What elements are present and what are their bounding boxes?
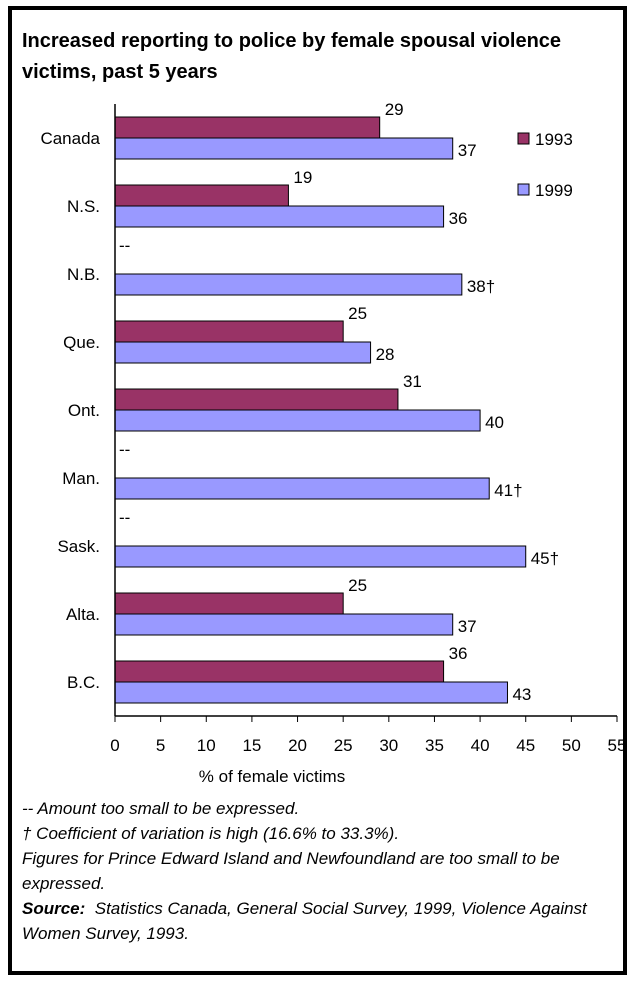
legend-swatch-1993 bbox=[517, 132, 530, 145]
data-label-1993-que: 25 bbox=[348, 304, 367, 323]
bar-chart: 29371936--38†25283140--41†--45†25373643 … bbox=[40, 100, 626, 786]
data-label-1999-canada: 37 bbox=[458, 141, 477, 160]
bar-1999-alta bbox=[114, 613, 454, 636]
data-label-1993-man: -- bbox=[119, 440, 130, 459]
data-labels-layer: 29 37 19 36 -- 38† 25 28 31 40 -- 41† -- 45† 25 37 36 43 bbox=[119, 100, 559, 704]
bar-1999-b-c bbox=[114, 681, 508, 704]
x-tick-label-0: 0 bbox=[110, 736, 119, 755]
axes-layer bbox=[114, 104, 617, 717]
category-labels-layer: Canada N.S. N.B. Que. Ont. Man. Sask. Alta. B.C. bbox=[40, 129, 100, 692]
bar-1993-b-c bbox=[114, 660, 445, 683]
legend-swatch-1999 bbox=[517, 183, 530, 196]
data-label-1993-n-s: 19 bbox=[293, 168, 312, 187]
x-tick-label-35: 35 bbox=[425, 736, 444, 755]
data-label-1999-sask: 45† bbox=[531, 549, 559, 568]
source-label: Source: bbox=[22, 899, 86, 918]
data-label-1993-alta: 25 bbox=[348, 576, 367, 595]
x-tick-label-25: 25 bbox=[334, 736, 353, 755]
x-tick-label-30: 30 bbox=[379, 736, 398, 755]
x-tick-label-50: 50 bbox=[562, 736, 581, 755]
note-pei-nfld: Figures for Prince Edward Island and New… bbox=[22, 849, 560, 893]
category-label-ont: Ont. bbox=[68, 401, 100, 420]
bar-1993-ont bbox=[114, 388, 399, 411]
category-label-canada: Canada bbox=[40, 129, 100, 148]
chart-notes: -- Amount too small to be expressed. † C… bbox=[22, 796, 612, 946]
data-label-1999-que: 28 bbox=[376, 345, 395, 364]
bar-1999-man bbox=[114, 477, 490, 500]
bar-1993-alta bbox=[114, 592, 344, 615]
bar-1999-sask bbox=[114, 545, 527, 568]
x-tick-label-20: 20 bbox=[288, 736, 307, 755]
category-label-sask: Sask. bbox=[57, 537, 100, 556]
x-ticks-layer: 0 5 10 15 20 25 30 35 40 45 50 55 bbox=[110, 716, 626, 755]
x-tick-label-55: 55 bbox=[608, 736, 627, 755]
legend-label-1999: 1999 bbox=[535, 181, 573, 200]
data-label-1993-b-c: 36 bbox=[449, 644, 468, 663]
data-label-1999-b-c: 43 bbox=[512, 685, 531, 704]
note-cv-high: † Coefficient of variation is high (16.6… bbox=[22, 824, 400, 843]
x-tick-label-45: 45 bbox=[516, 736, 535, 755]
bar-1993-canada bbox=[114, 116, 381, 139]
bar-1999-que bbox=[114, 341, 372, 364]
chart-title: Increased reporting to police by female … bbox=[22, 30, 562, 83]
category-label-man: Man. bbox=[62, 469, 100, 488]
bar-1993-que bbox=[114, 320, 344, 343]
x-axis-title: % of female victims bbox=[199, 767, 345, 786]
data-label-1999-alta: 37 bbox=[458, 617, 477, 636]
note-too-small: -- Amount too small to be expressed. bbox=[22, 799, 300, 818]
data-label-1993-ont: 31 bbox=[403, 372, 422, 391]
data-label-1999-n-s: 36 bbox=[449, 209, 468, 228]
bars-layer bbox=[114, 116, 527, 704]
bar-1993-n-s bbox=[114, 184, 289, 207]
category-label-n-s: N.S. bbox=[67, 197, 100, 216]
data-label-1993-n-b: -- bbox=[119, 236, 130, 255]
data-label-1999-ont: 40 bbox=[485, 413, 504, 432]
category-label-que: Que. bbox=[63, 333, 100, 352]
category-label-b-c: B.C. bbox=[67, 673, 100, 692]
data-label-1999-n-b: 38† bbox=[467, 277, 495, 296]
source-text: Statistics Canada, General Social Survey… bbox=[22, 899, 587, 943]
source-note: Source: Statistics Canada, General Socia… bbox=[22, 896, 612, 946]
data-label-1999-man: 41† bbox=[494, 481, 522, 500]
bar-1999-n-s bbox=[114, 205, 445, 228]
data-label-1993-sask: -- bbox=[119, 508, 130, 527]
legend-label-1993: 1993 bbox=[535, 130, 573, 149]
data-label-1993-canada: 29 bbox=[385, 100, 404, 119]
x-tick-label-40: 40 bbox=[471, 736, 490, 755]
x-tick-label-10: 10 bbox=[197, 736, 216, 755]
x-tick-label-15: 15 bbox=[242, 736, 261, 755]
category-label-alta: Alta. bbox=[66, 605, 100, 624]
legend: 1993 1999 bbox=[517, 130, 573, 200]
bar-1999-n-b bbox=[114, 273, 463, 296]
x-tick-label-5: 5 bbox=[156, 736, 165, 755]
bar-1999-canada bbox=[114, 137, 454, 160]
bar-1999-ont bbox=[114, 409, 481, 432]
category-label-n-b: N.B. bbox=[67, 265, 100, 284]
